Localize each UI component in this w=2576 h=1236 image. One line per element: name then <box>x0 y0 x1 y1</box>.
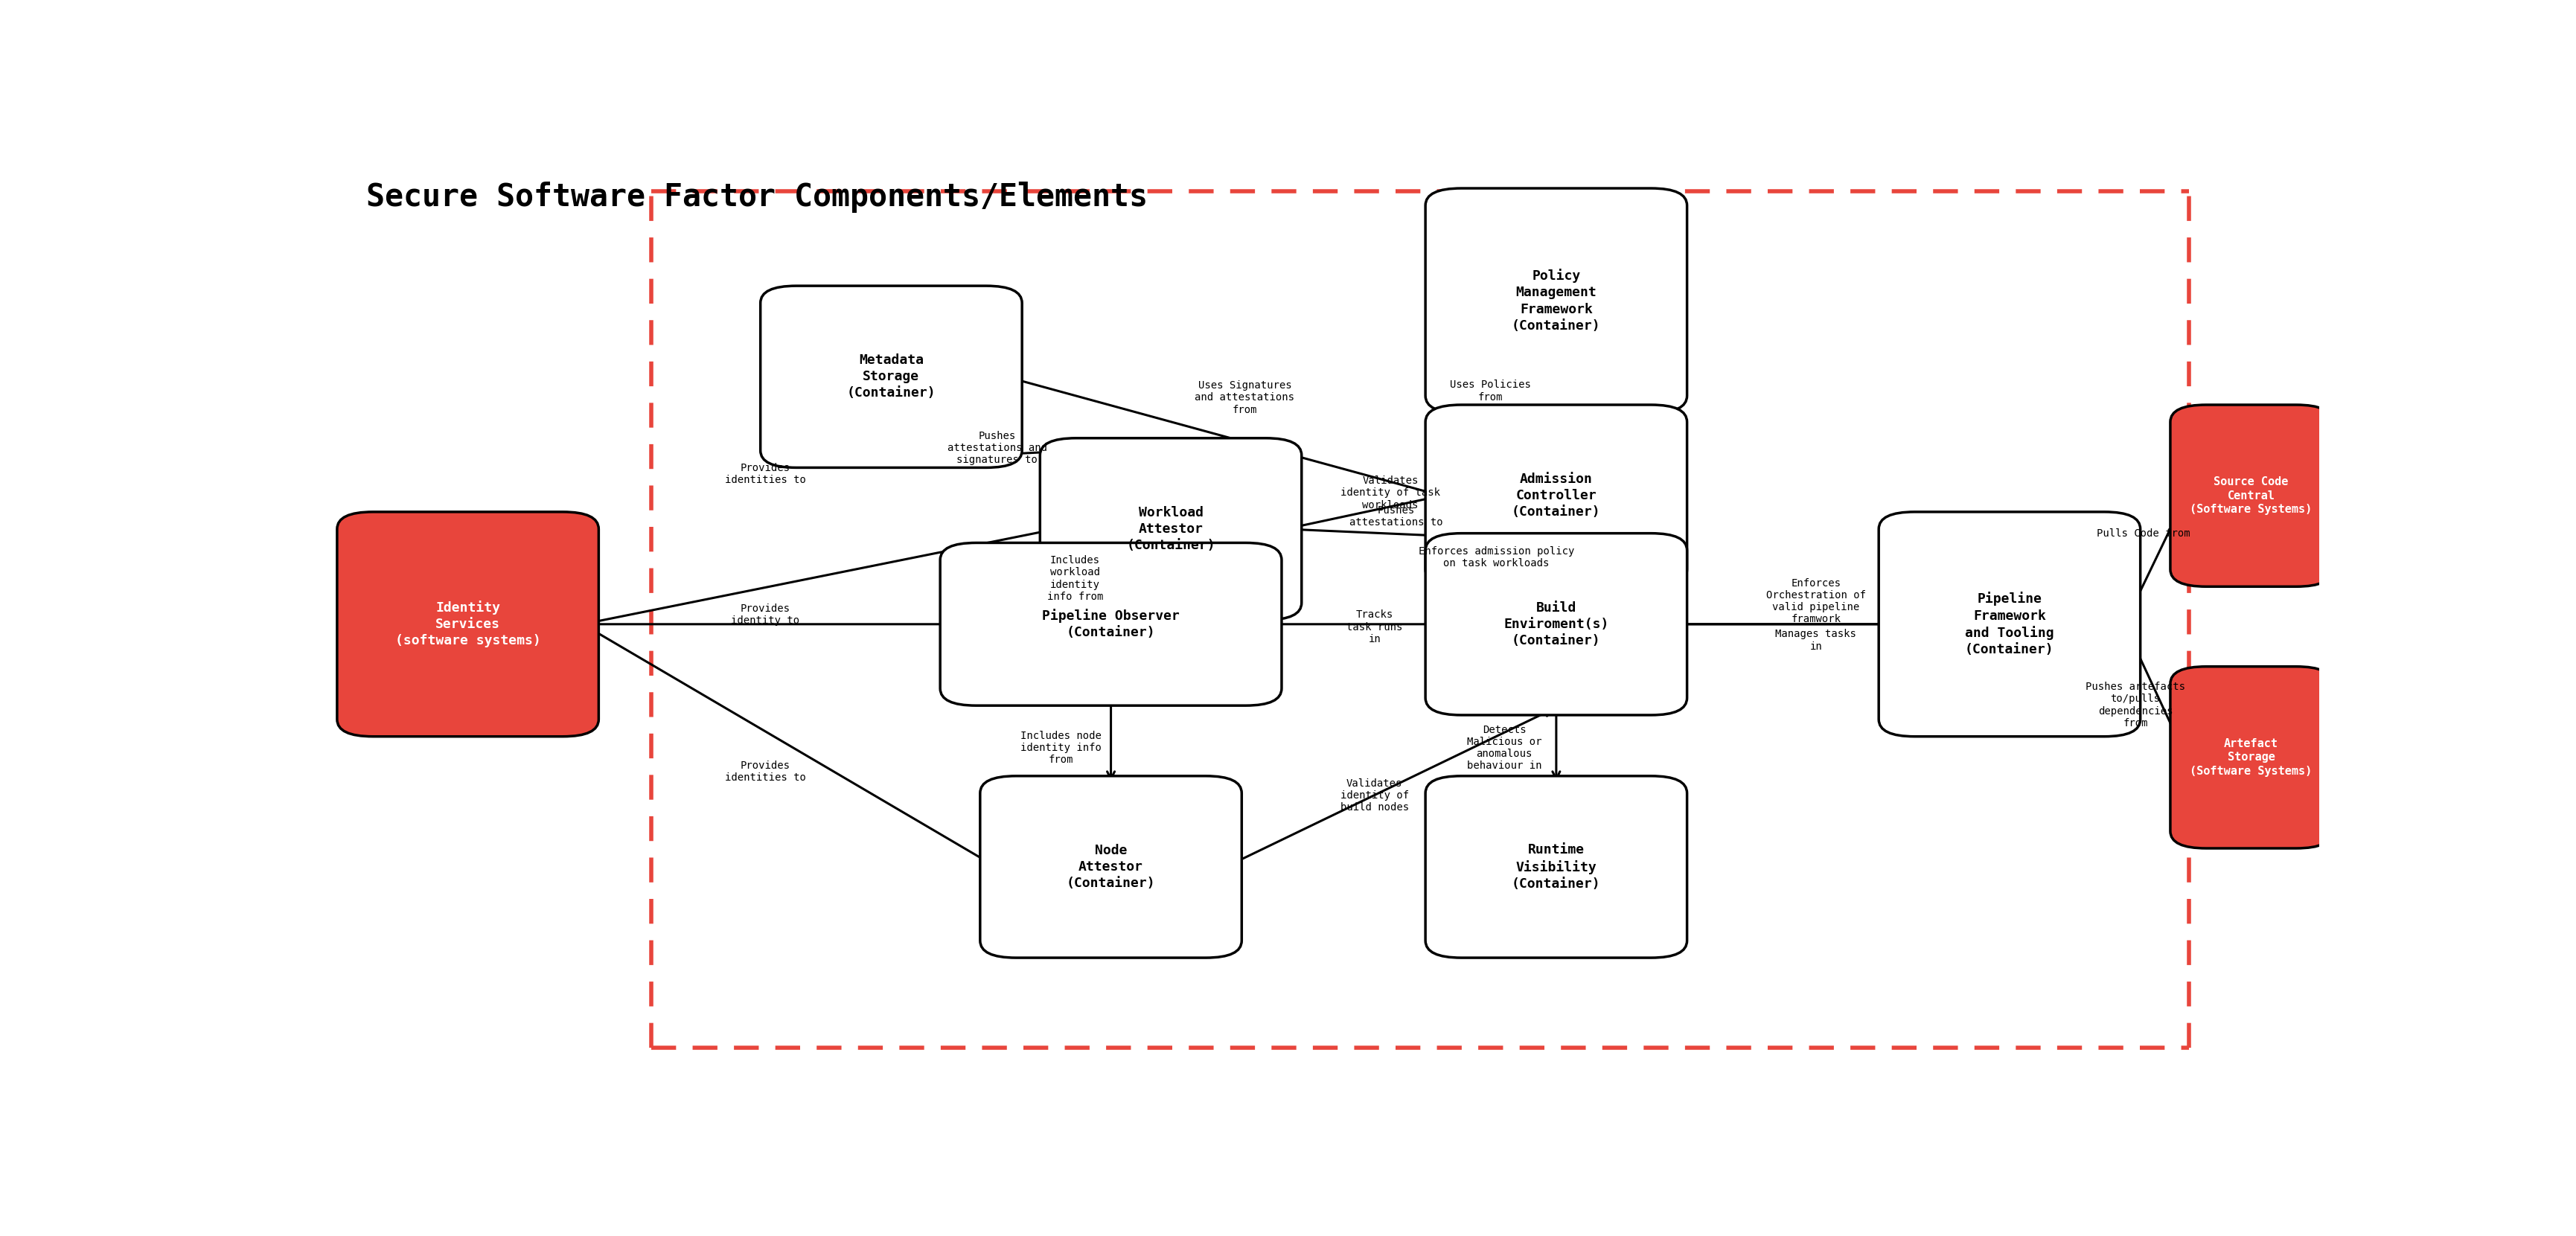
FancyBboxPatch shape <box>760 286 1023 467</box>
Text: Includes node
identity info
from: Includes node identity info from <box>1020 730 1100 765</box>
FancyBboxPatch shape <box>1041 438 1301 620</box>
Text: Build
Enviroment(s)
(Container): Build Enviroment(s) (Container) <box>1504 601 1607 648</box>
Text: Uses Policies
from: Uses Policies from <box>1450 379 1530 402</box>
Text: Provides
identity to: Provides identity to <box>732 603 799 625</box>
Text: Includes
workload
identity
info from: Includes workload identity info from <box>1046 555 1103 602</box>
Text: Metadata
Storage
(Container): Metadata Storage (Container) <box>848 353 935 400</box>
FancyBboxPatch shape <box>979 776 1242 958</box>
Text: Uses Signatures
and attestations
from: Uses Signatures and attestations from <box>1195 381 1293 415</box>
Text: Pipeline Observer
(Container): Pipeline Observer (Container) <box>1041 609 1180 639</box>
Text: Identity
Services
(software systems): Identity Services (software systems) <box>394 601 541 648</box>
Text: Runtime
Visibility
(Container): Runtime Visibility (Container) <box>1512 843 1600 891</box>
Text: Pushes
attestations to: Pushes attestations to <box>1350 506 1443 528</box>
Text: Tracks
task runs
in: Tracks task runs in <box>1347 609 1401 644</box>
Text: Pushes
attestations and
signatures to: Pushes attestations and signatures to <box>948 431 1046 466</box>
Text: Enforces admission policy
on task workloads: Enforces admission policy on task worklo… <box>1417 546 1574 569</box>
Text: Detects
Malicious or
anomalous
behaviour in: Detects Malicious or anomalous behaviour… <box>1466 724 1540 771</box>
Text: Provides
identities to: Provides identities to <box>724 760 806 782</box>
Text: Workload
Attestor
(Container): Workload Attestor (Container) <box>1126 506 1216 552</box>
FancyBboxPatch shape <box>1425 776 1687 958</box>
FancyBboxPatch shape <box>940 543 1280 706</box>
Text: Enforces
Orchestration of
valid pipeline
framwork: Enforces Orchestration of valid pipeline… <box>1765 578 1865 624</box>
FancyBboxPatch shape <box>1425 188 1687 413</box>
Text: Admission
Controller
(Container): Admission Controller (Container) <box>1512 472 1600 519</box>
Text: Validates
identity of
build nodes: Validates identity of build nodes <box>1340 779 1409 813</box>
FancyBboxPatch shape <box>2169 405 2331 587</box>
Text: Pulls Code from: Pulls Code from <box>2097 529 2190 539</box>
Text: Policy
Management
Framework
(Container): Policy Management Framework (Container) <box>1512 268 1600 332</box>
Text: Manages tasks
in: Manages tasks in <box>1775 629 1855 651</box>
Text: Pushes artefacts
to/pulls
dependencies
from: Pushes artefacts to/pulls dependencies f… <box>2084 682 2184 728</box>
Text: Artefact
Storage
(Software Systems): Artefact Storage (Software Systems) <box>2190 738 2311 777</box>
Text: Node
Attestor
(Container): Node Attestor (Container) <box>1066 844 1154 890</box>
FancyBboxPatch shape <box>1425 405 1687 587</box>
FancyBboxPatch shape <box>2169 666 2331 848</box>
Text: Source Code
Central
(Software Systems): Source Code Central (Software Systems) <box>2190 476 2311 515</box>
Text: Validates
identity of task
workloads: Validates identity of task workloads <box>1340 476 1440 510</box>
FancyBboxPatch shape <box>1878 512 2141 737</box>
Text: Secure Software Factor Components/Elements: Secure Software Factor Components/Elemen… <box>366 182 1146 213</box>
Text: Pipeline
Framework
and Tooling
(Container): Pipeline Framework and Tooling (Containe… <box>1965 592 2053 656</box>
Text: Provides
identities to: Provides identities to <box>724 462 806 485</box>
FancyBboxPatch shape <box>1425 533 1687 716</box>
FancyBboxPatch shape <box>337 512 598 737</box>
